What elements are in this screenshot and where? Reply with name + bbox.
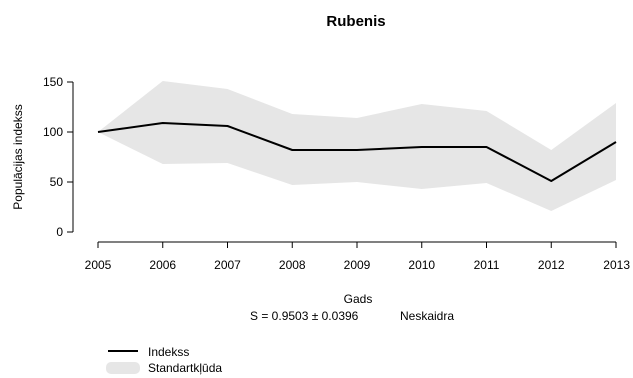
legend-line-label: Indekss [148,345,189,359]
x-tick-label-2012: 2012 [538,258,565,272]
x-axis: 2005 2006 2007 2008 2009 2010 2011 2012 2013 [85,241,630,272]
legend: Indekss Standartkļūda [106,345,222,375]
x-tick-label-2007: 2007 [214,258,241,272]
x-tick-label-2008: 2008 [279,258,306,272]
trend-annotation: Neskaidra [400,309,454,323]
index-line [97,122,617,182]
standard-error-band [98,81,616,211]
x-tick-label-2013: 2013 [603,258,630,272]
y-axis-label: Populācijas indekss [11,104,25,209]
x-tick-label-2005: 2005 [85,258,112,272]
index-line-layer [97,122,617,182]
y-tick-label-100: 100 [43,125,63,139]
x-tick-label-2010: 2010 [408,258,435,272]
x-tick-label-2011: 2011 [474,258,500,272]
y-axis: 0 50 100 150 [43,75,74,239]
legend-band-swatch [106,362,140,374]
chart-title: Rubenis [326,13,385,30]
x-axis-label: Gads [344,292,373,306]
x-tick-label-2009: 2009 [344,258,371,272]
y-tick-label-50: 50 [50,175,64,189]
legend-band-label: Standartkļūda [148,361,222,375]
slope-annotation: S = 0.9503 ± 0.0396 [250,309,359,323]
x-tick-label-2006: 2006 [149,258,176,272]
y-tick-label-150: 150 [43,75,63,89]
standard-error-band-layer [98,81,616,211]
y-tick-label-0: 0 [56,225,63,239]
